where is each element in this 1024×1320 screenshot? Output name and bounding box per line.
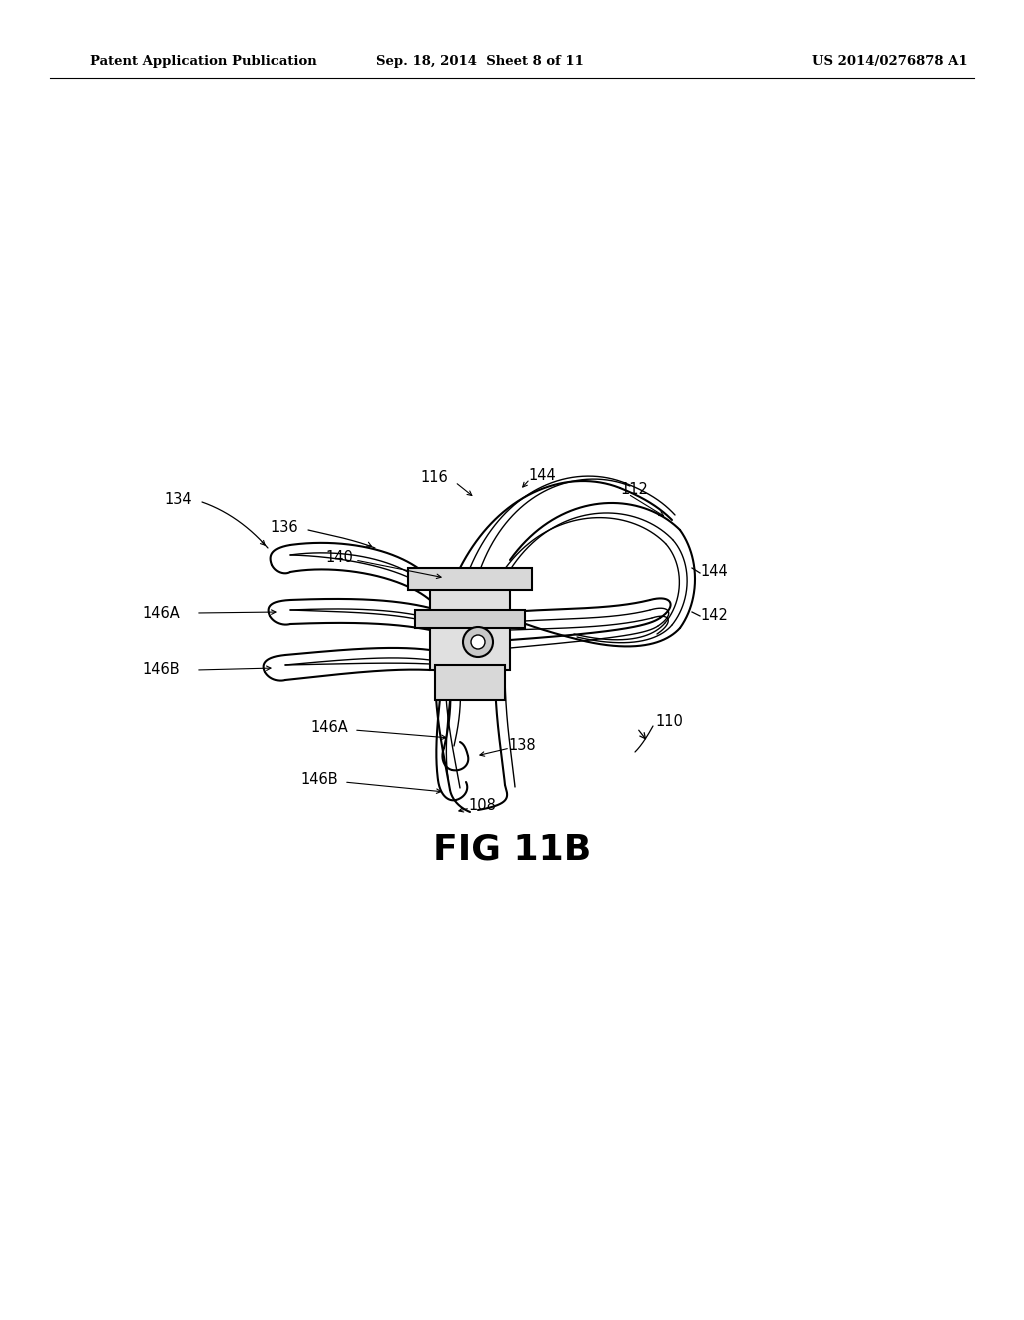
FancyBboxPatch shape: [415, 610, 525, 628]
Text: 144: 144: [700, 565, 728, 579]
Text: 138: 138: [508, 738, 536, 752]
FancyBboxPatch shape: [408, 568, 532, 590]
Text: 110: 110: [655, 714, 683, 730]
Text: US 2014/0276878 A1: US 2014/0276878 A1: [812, 55, 968, 69]
Text: 140: 140: [326, 550, 353, 565]
FancyBboxPatch shape: [430, 570, 510, 671]
Text: 146A: 146A: [142, 606, 180, 620]
Text: 136: 136: [270, 520, 298, 536]
Text: 146A: 146A: [310, 721, 348, 735]
Text: 146B: 146B: [142, 663, 180, 677]
Text: 142: 142: [700, 607, 728, 623]
Text: Sep. 18, 2014  Sheet 8 of 11: Sep. 18, 2014 Sheet 8 of 11: [376, 55, 584, 69]
FancyBboxPatch shape: [435, 665, 505, 700]
Text: Patent Application Publication: Patent Application Publication: [90, 55, 316, 69]
Text: 146B: 146B: [300, 772, 338, 788]
Text: 116: 116: [420, 470, 449, 486]
Text: 112: 112: [620, 483, 648, 498]
Text: 144: 144: [528, 467, 556, 483]
Circle shape: [471, 635, 485, 649]
Text: 108: 108: [468, 797, 496, 813]
Circle shape: [463, 627, 493, 657]
Text: FIG 11B: FIG 11B: [433, 833, 591, 867]
Text: 134: 134: [165, 492, 193, 507]
